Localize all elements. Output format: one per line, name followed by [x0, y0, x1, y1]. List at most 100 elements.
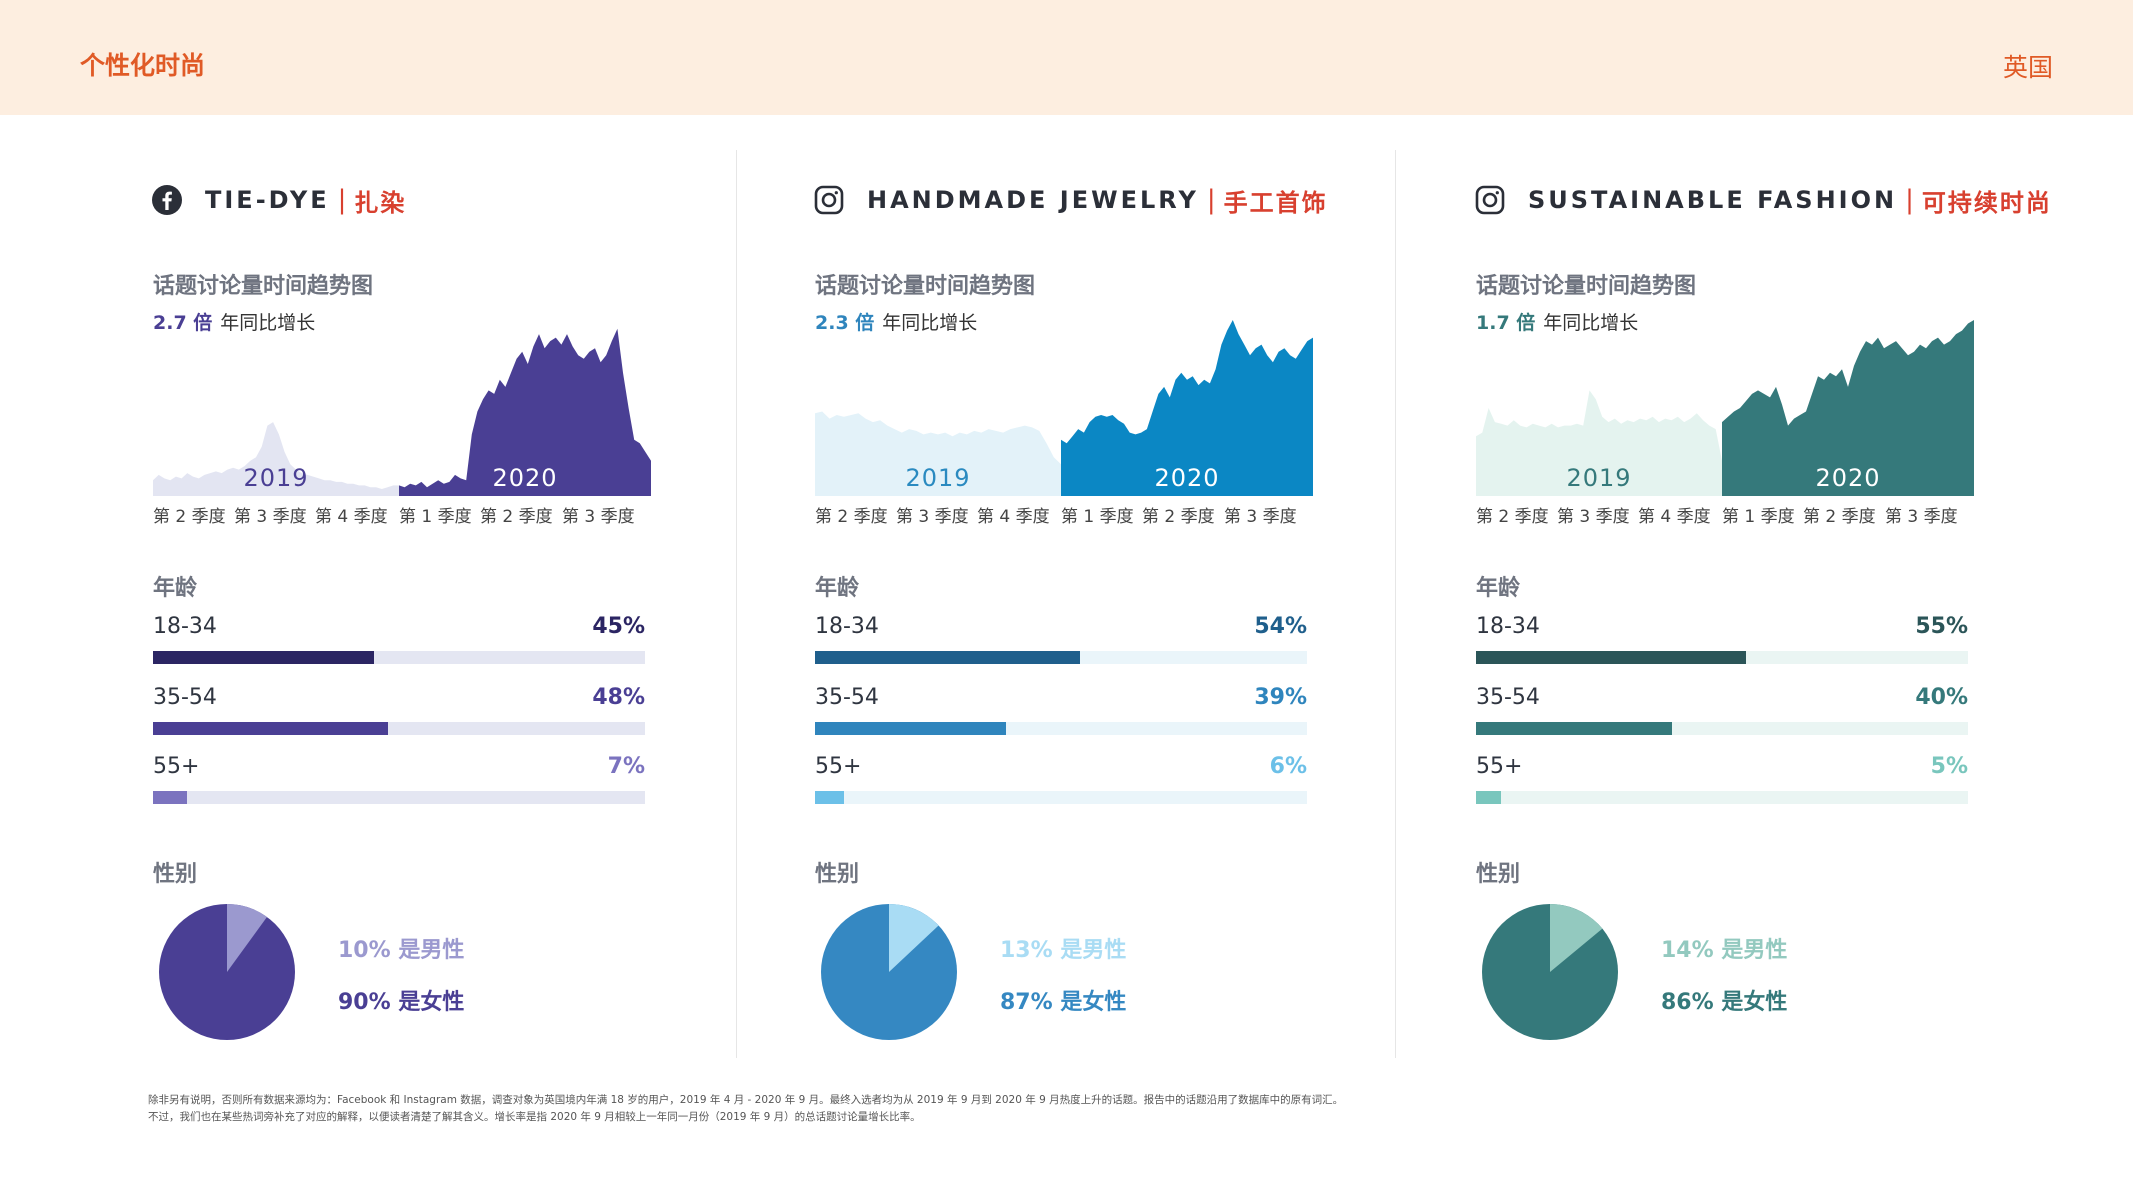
trend-area-2020 [1061, 320, 1313, 496]
age-percent: 48% [592, 685, 645, 710]
topic-title-en: TIE-DYE [205, 186, 330, 214]
topic-title-zh: 扎染 [354, 188, 407, 217]
topic-column-sustainable-fashion: SUSTAINABLE FASHION | 可持续时尚 2019 2020 话题讨论量时间… [1474, 150, 2050, 1050]
column-divider [736, 150, 737, 1058]
quarter-tick-label: 第 1 季度 [1061, 507, 1134, 527]
instagram-icon-dot [1495, 191, 1499, 195]
topic-title-en: SUSTAINABLE FASHION [1528, 186, 1898, 214]
age-label: 年龄 [1476, 576, 1521, 601]
trend-area-2020 [399, 328, 651, 496]
instagram-icon-frame [814, 185, 844, 215]
quarter-tick-label: 第 2 季度 [1142, 507, 1215, 527]
age-range: 55+ [815, 754, 862, 779]
year-label-2020: 2020 [1815, 464, 1880, 492]
topic-title-zh: 可持续时尚 [1921, 188, 2052, 217]
quarter-tick-label: 第 3 季度 [1885, 507, 1958, 527]
age-range: 55+ [153, 754, 200, 779]
male-share-label: 14% 是男性 [1661, 938, 1788, 963]
age-range: 35-54 [153, 685, 217, 710]
topic-title-zh: 手工首饰 [1223, 188, 1328, 217]
age-bar-fill [815, 651, 1080, 664]
quarter-tick-label: 第 2 季度 [153, 507, 226, 527]
female-share-label: 90% 是女性 [338, 990, 465, 1015]
footnote: 除非另有说明，否则所有数据来源均为：Facebook 和 Instagram 数… [148, 1092, 1648, 1126]
instagram-icon-lens [1482, 192, 1498, 208]
age-percent: 40% [1915, 685, 1968, 710]
topic-title-en: HANDMADE JEWELRY [867, 186, 1199, 214]
quarter-tick-label: 第 3 季度 [1224, 507, 1297, 527]
quarter-tick-label: 第 1 季度 [1722, 507, 1795, 527]
age-percent: 45% [592, 614, 645, 639]
quarter-tick-label: 第 2 季度 [815, 507, 888, 527]
pie-slice-male [1550, 904, 1603, 972]
quarter-tick-label: 第 2 季度 [1476, 507, 1549, 527]
growth-value: 1.7 倍 [1476, 312, 1536, 334]
trend-area-2020 [1722, 320, 1974, 496]
trend-area-2019 [815, 411, 1061, 496]
age-bar-fill [153, 722, 389, 735]
trend-chart: 2019 2020 [813, 280, 1333, 504]
region-label: 英国 [2002, 53, 2053, 82]
trend-label: 话题讨论量时间趋势图 [153, 274, 374, 299]
instagram-icon [813, 184, 845, 216]
age-range: 18-34 [815, 614, 879, 639]
growth-stat: 1.7 倍年同比增长 [1476, 308, 1638, 335]
instagram-icon-dot [834, 191, 838, 195]
growth-value: 2.3 倍 [815, 312, 875, 334]
year-label-2019: 2019 [1566, 464, 1631, 492]
growth-text: 年同比增长 [882, 312, 978, 334]
pie-slice-male [227, 904, 267, 972]
topic-column-handmade-jewelry: HANDMADE JEWELRY | 手工首饰 2019 2020 话题讨论量时间趋势图 2… [813, 150, 1353, 1050]
female-share-label: 87% 是女性 [1000, 990, 1127, 1015]
trend-chart: 2019 2020 [1474, 280, 1994, 504]
gender-pie [819, 902, 959, 1046]
trend-label: 话题讨论量时间趋势图 [815, 274, 1036, 299]
top-bar: 个性化时尚 英国 [0, 0, 2133, 115]
title-separator: | [337, 185, 347, 215]
instagram-icon [1474, 184, 1506, 216]
age-bar-fill [1476, 722, 1672, 735]
age-percent: 6% [1269, 754, 1307, 779]
year-label-2020: 2020 [1154, 464, 1219, 492]
year-label-2020: 2020 [492, 464, 557, 492]
male-share-label: 10% 是男性 [338, 938, 465, 963]
topic-column-tie-dye: TIE-DYE | 扎染 2019 2020 话题讨论量时间趋势图 2.7 倍年同比增长第 … [151, 150, 691, 1050]
age-range: 18-34 [1476, 614, 1540, 639]
quarter-tick-label: 第 3 季度 [562, 507, 635, 527]
growth-value: 2.7 倍 [153, 312, 213, 334]
growth-text: 年同比增长 [1543, 312, 1639, 334]
age-range: 55+ [1476, 754, 1523, 779]
gender-pie [157, 902, 297, 1046]
instagram-icon-frame [1475, 185, 1505, 215]
age-percent: 54% [1254, 614, 1307, 639]
facebook-icon-glyph [162, 191, 172, 210]
female-share-label: 86% 是女性 [1661, 990, 1788, 1015]
gender-label: 性别 [1476, 862, 1521, 887]
gender-pie [1480, 902, 1620, 1046]
facebook-icon [151, 184, 183, 216]
page-title: 个性化时尚 [80, 51, 206, 80]
age-percent: 39% [1254, 685, 1307, 710]
age-percent: 7% [607, 754, 645, 779]
year-label-2019: 2019 [243, 464, 308, 492]
column-divider [1395, 150, 1396, 1058]
title-separator: | [1206, 185, 1216, 215]
age-label: 年龄 [153, 576, 198, 601]
title-separator: | [1905, 185, 1914, 215]
footnote-line: 除非另有说明，否则所有数据来源均为：Facebook 和 Instagram 数… [148, 1094, 1344, 1106]
instagram-icon-lens [821, 192, 837, 208]
pie-slice-male [889, 904, 939, 972]
quarter-tick-label: 第 2 季度 [1803, 507, 1876, 527]
quarter-tick-label: 第 2 季度 [480, 507, 553, 527]
trend-chart: 2019 2020 [151, 280, 671, 504]
quarter-tick-label: 第 4 季度 [315, 507, 388, 527]
quarter-tick-label: 第 1 季度 [399, 507, 472, 527]
age-bar-track [153, 651, 645, 664]
trend-area-2019 [153, 422, 399, 496]
age-bar-track [153, 791, 645, 804]
topic-heading: SUSTAINABLE FASHION | 可持续时尚 [1474, 180, 2052, 220]
age-bar-fill [815, 791, 845, 804]
quarter-tick-label: 第 4 季度 [977, 507, 1050, 527]
age-percent: 5% [1930, 754, 1968, 779]
quarter-tick-label: 第 4 季度 [1638, 507, 1711, 527]
